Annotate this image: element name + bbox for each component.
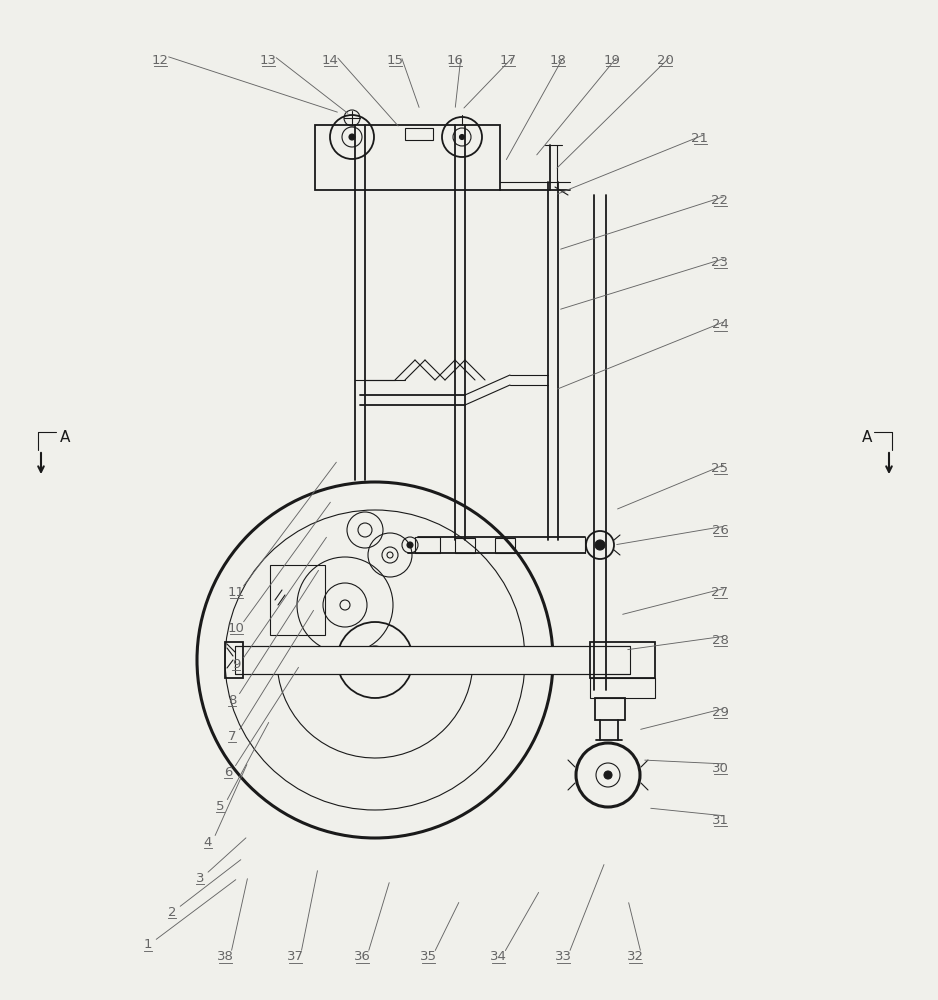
Text: 24: 24 — [712, 318, 729, 332]
Text: 19: 19 — [603, 53, 620, 66]
Bar — [415, 537, 440, 553]
Text: A: A — [60, 430, 70, 444]
Text: 35: 35 — [419, 950, 436, 964]
Circle shape — [604, 771, 612, 779]
Text: 34: 34 — [490, 950, 507, 964]
Text: 30: 30 — [712, 762, 729, 774]
Text: 5: 5 — [216, 800, 224, 812]
Text: 2: 2 — [168, 906, 176, 918]
Bar — [495, 538, 515, 553]
Bar — [225, 642, 243, 678]
Text: 32: 32 — [627, 950, 643, 964]
Text: 23: 23 — [712, 255, 729, 268]
Bar — [590, 678, 655, 698]
Text: 18: 18 — [550, 53, 567, 66]
Text: 11: 11 — [228, 585, 245, 598]
Text: 20: 20 — [657, 53, 673, 66]
Circle shape — [595, 540, 605, 550]
Text: 31: 31 — [712, 814, 729, 826]
Text: 13: 13 — [260, 53, 277, 66]
Text: 9: 9 — [232, 658, 240, 670]
Text: 8: 8 — [228, 694, 236, 706]
Text: 38: 38 — [217, 950, 234, 964]
Text: 29: 29 — [712, 706, 729, 718]
Bar — [270, 565, 325, 635]
Text: A: A — [862, 430, 872, 444]
Text: 6: 6 — [224, 766, 233, 778]
Text: 22: 22 — [712, 194, 729, 207]
Text: 15: 15 — [386, 53, 403, 66]
Text: 28: 28 — [712, 634, 729, 647]
Bar — [455, 538, 475, 553]
Text: 1: 1 — [144, 938, 152, 952]
Text: 21: 21 — [691, 131, 708, 144]
Text: 7: 7 — [228, 730, 236, 742]
Text: 3: 3 — [196, 871, 204, 884]
Text: 17: 17 — [500, 53, 517, 66]
Circle shape — [460, 134, 464, 139]
Bar — [595, 698, 625, 720]
Bar — [235, 646, 630, 674]
Bar — [405, 128, 433, 140]
Text: 25: 25 — [712, 462, 729, 475]
Circle shape — [349, 134, 355, 140]
Text: 12: 12 — [152, 53, 169, 66]
Text: 37: 37 — [286, 950, 304, 964]
Text: 4: 4 — [204, 836, 212, 848]
Circle shape — [370, 655, 380, 665]
Circle shape — [407, 542, 413, 548]
Text: 14: 14 — [322, 53, 339, 66]
Text: 16: 16 — [446, 53, 463, 66]
Text: 10: 10 — [228, 621, 245, 635]
Text: 36: 36 — [354, 950, 371, 964]
Text: 26: 26 — [712, 524, 729, 536]
Text: 27: 27 — [712, 585, 729, 598]
Text: 33: 33 — [554, 950, 571, 964]
Bar — [590, 642, 655, 678]
Bar — [315, 125, 500, 190]
